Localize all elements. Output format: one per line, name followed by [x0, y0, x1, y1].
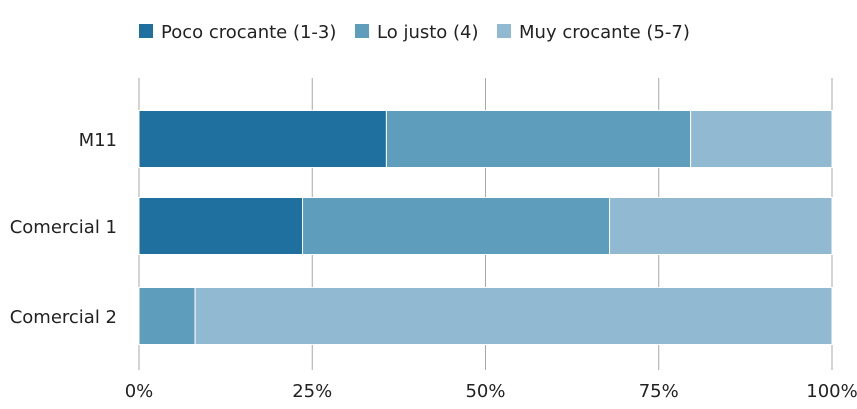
x-tick-label: 25%	[292, 381, 332, 402]
legend-swatch	[497, 24, 511, 38]
x-tick-label: 100%	[806, 381, 857, 402]
bars	[138, 110, 833, 345]
x-tick-label: 75%	[639, 381, 679, 402]
x-tick-label: 50%	[465, 381, 505, 402]
legend-swatch	[139, 24, 153, 38]
category-label: Comercial 1	[10, 217, 117, 238]
bar-segment	[609, 197, 833, 255]
bar-segment	[138, 110, 387, 168]
x-tick-label: 0%	[125, 381, 154, 402]
x-tick-labels: 0% 25% 50% 75% 100%	[125, 381, 857, 402]
legend-item: Poco crocante (1-3)	[139, 22, 336, 43]
legend: Poco crocante (1-3) Lo justo (4) Muy croca…	[139, 22, 690, 43]
bar-segment	[302, 197, 611, 255]
bar-segment	[138, 197, 304, 255]
bar-segment	[138, 287, 196, 345]
category-labels: M11 Comercial 1 Comercial 2	[10, 130, 117, 328]
bar-segment	[690, 110, 833, 168]
legend-label: Lo justo (4)	[377, 22, 479, 43]
category-label: Comercial 2	[10, 307, 117, 328]
legend-label: Muy crocante (5-7)	[519, 22, 690, 43]
bar-segment	[194, 287, 833, 345]
legend-label: Poco crocante (1-3)	[161, 22, 336, 43]
legend-item: Muy crocante (5-7)	[497, 22, 690, 43]
legend-item: Lo justo (4)	[355, 22, 479, 43]
bar-segment	[385, 110, 692, 168]
legend-swatch	[355, 24, 369, 38]
category-label: M11	[79, 130, 117, 151]
